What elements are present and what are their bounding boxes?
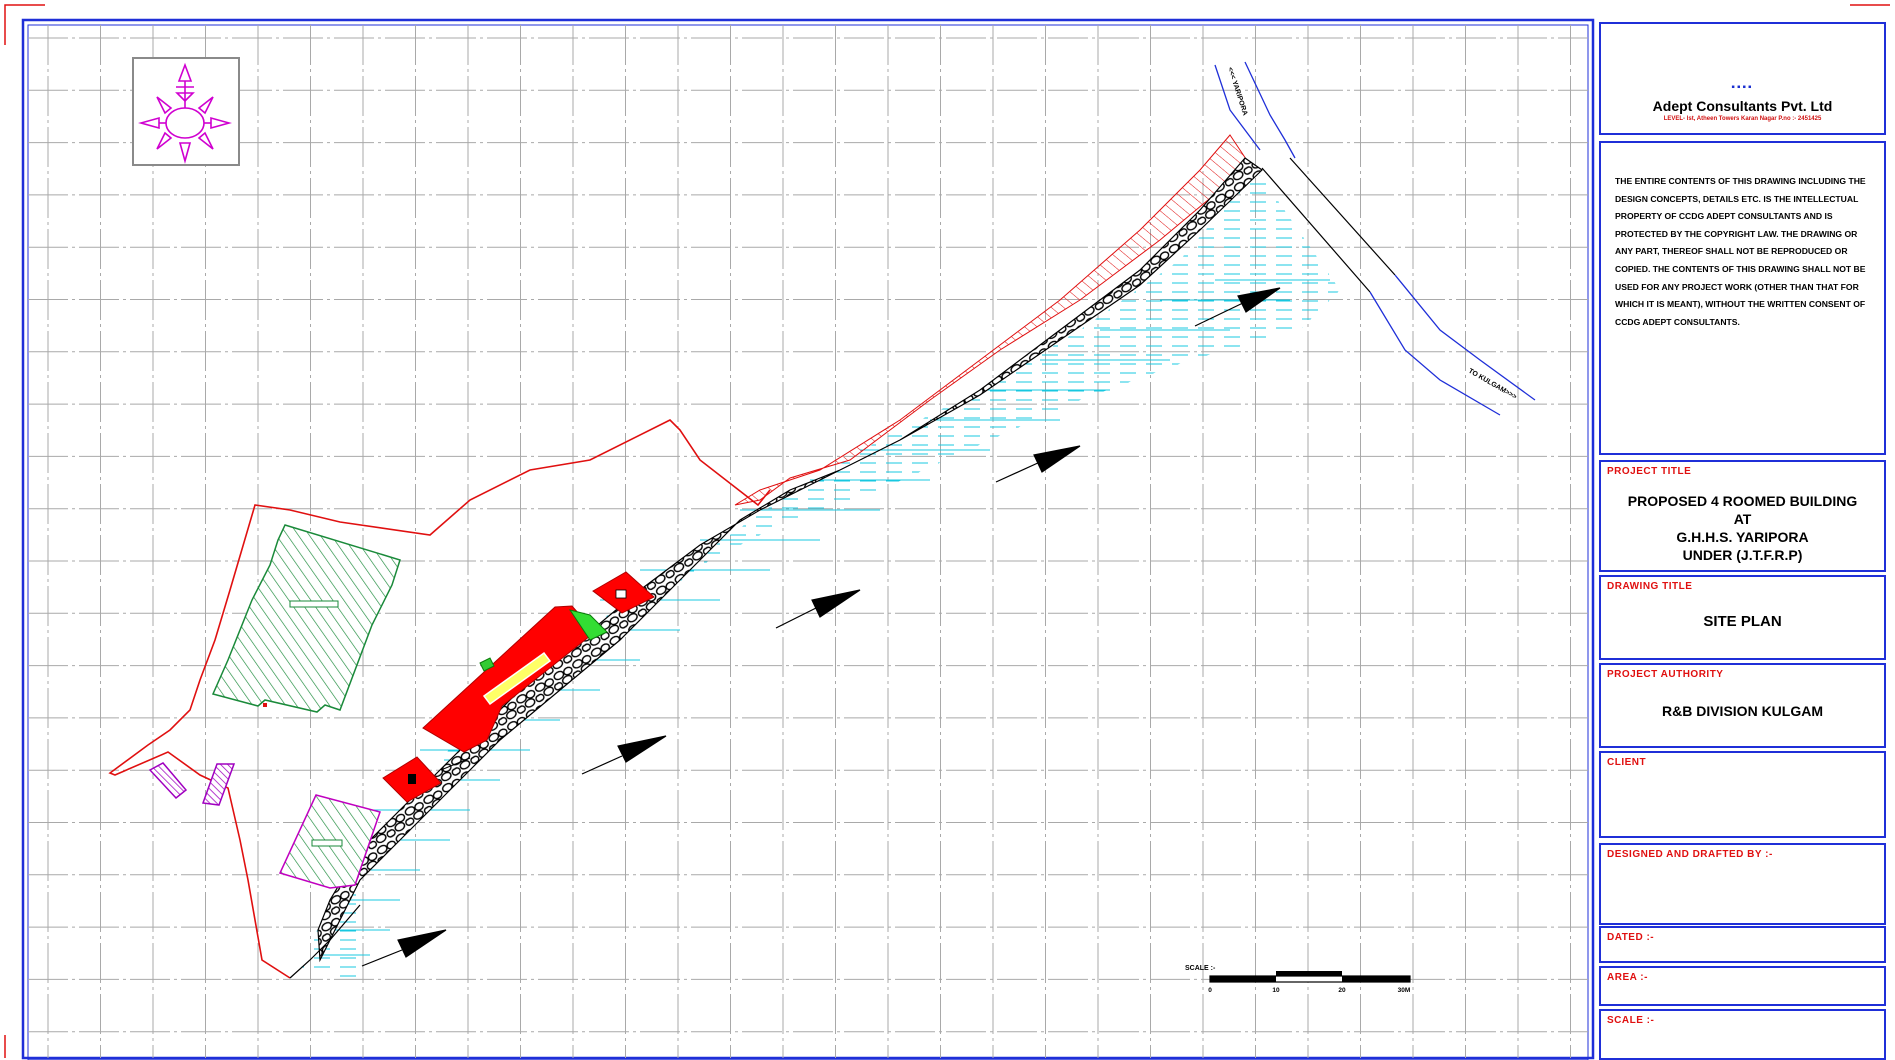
scale-heading: SCALE :-: [1607, 1015, 1655, 1026]
area-heading: AREA :-: [1607, 972, 1648, 983]
water-body: [300, 175, 1340, 980]
roads: [1214, 61, 1536, 416]
marker-point: [263, 703, 267, 707]
connector-line: [440, 757, 471, 771]
water-dashes: [320, 279, 1330, 956]
firm-box: ▪▪▪▪ Adept Consultants Pvt. Ltd LEVEL- I…: [1599, 22, 1886, 135]
firm-address: LEVEL- Ist, Atheen Towers Karan Nagar P.…: [1663, 116, 1822, 122]
proposed-building-step: [479, 657, 495, 672]
project-authority-box: PROJECT AUTHORITY R&B DIVISION KULGAM: [1599, 663, 1886, 748]
client-heading: CLIENT: [1607, 757, 1647, 768]
flow-arrows: [361, 287, 1281, 967]
existing-building-large: [211, 524, 401, 713]
project-title-line4: UNDER (J.T.F.R.P): [1682, 547, 1803, 563]
boundary-south-edge: [289, 904, 361, 979]
red-block-south-symbol: [408, 774, 416, 784]
drawing-title-box: DRAWING TITLE SITE PLAN: [1599, 575, 1886, 660]
firm-logo: ▪▪▪▪: [1731, 82, 1754, 93]
project-title-box: PROJECT TITLE PROPOSED 4 ROOMED BUILDING…: [1599, 460, 1886, 572]
designed-by-box: DESIGNED AND DRAFTED BY :-: [1599, 843, 1886, 925]
area-box: AREA :-: [1599, 966, 1886, 1006]
road-label-kulgam: TO KULGAM>>>: [1467, 368, 1518, 401]
project-title-line1: PROPOSED 4 ROOMED BUILDING: [1627, 493, 1858, 509]
dated-box: DATED :-: [1599, 926, 1886, 963]
drawing-inner-frame: [27, 24, 1589, 1060]
project-title: PROPOSED 4 ROOMED BUILDING AT G.H.H.S. Y…: [1601, 492, 1884, 564]
embankment-hatch: [734, 134, 1251, 506]
site-boundary: [108, 419, 771, 979]
scale-tick-2: 20: [1338, 987, 1346, 994]
title-block: ▪▪▪▪ Adept Consultants Pvt. Ltd LEVEL- I…: [1599, 20, 1886, 1060]
project-authority: R&B DIVISION KULGAM: [1662, 703, 1823, 719]
project-title-line3: G.H.H.S. YARIPORA: [1676, 529, 1809, 545]
project-title-heading: PROJECT TITLE: [1607, 466, 1692, 477]
drawing-title: SITE PLAN: [1703, 613, 1782, 630]
small-building-label: [311, 839, 343, 847]
scale-box: SCALE :-: [1599, 1009, 1886, 1060]
north-arrow-icon: [132, 57, 240, 166]
drawing-title-heading: DRAWING TITLE: [1607, 581, 1693, 592]
scale-tick-3: 30M: [1398, 987, 1411, 994]
corner-marks: [4, 4, 1890, 1058]
red-block-north-symbol: [615, 589, 627, 599]
dated-heading: DATED :-: [1607, 932, 1655, 943]
existing-building-label: [289, 600, 339, 608]
firm-name: Adept Consultants Pvt. Ltd: [1652, 98, 1833, 114]
copyright-notice: THE ENTIRE CONTENTS OF THIS DRAWING INCL…: [1615, 176, 1866, 327]
client-box: CLIENT: [1599, 751, 1886, 838]
proposed-building-annex: [568, 609, 608, 641]
grid-lines: [28, 25, 1588, 1058]
scale-bar: SCALE :- 0 10 20 30M: [1185, 965, 1411, 994]
proposed-building-label-box: [482, 651, 552, 706]
designed-by-heading: DESIGNED AND DRAFTED BY :-: [1607, 849, 1773, 860]
project-title-line2: AT: [1733, 511, 1752, 527]
stone-pitching: [317, 157, 1263, 963]
toilet-block-1: [148, 762, 188, 800]
toilet-block-2: [201, 763, 236, 806]
scale-tick-1: 10: [1272, 987, 1280, 994]
drawing-frame: [21, 18, 1595, 1060]
copyright-notice-box: THE ENTIRE CONTENTS OF THIS DRAWING INCL…: [1599, 141, 1886, 455]
scale-bar-label: SCALE :-: [1185, 965, 1216, 972]
project-authority-heading: PROJECT AUTHORITY: [1607, 669, 1724, 680]
scale-tick-0: 0: [1208, 987, 1212, 994]
